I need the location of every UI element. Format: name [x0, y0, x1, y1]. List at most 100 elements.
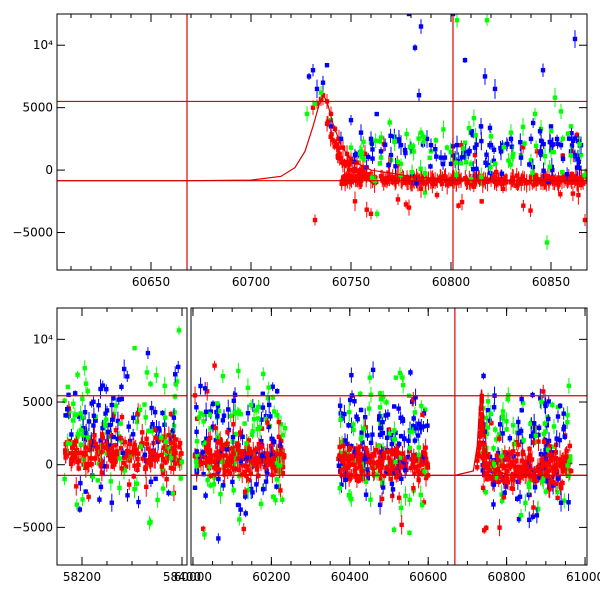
red-data-point: [265, 417, 270, 428]
red-data-point: [279, 445, 285, 463]
blue-data-point: [424, 129, 430, 148]
red-data-point: [72, 438, 77, 447]
blue-data-point: [152, 406, 158, 418]
green-data-point: [410, 426, 416, 436]
green-data-point: [280, 430, 286, 440]
blue-data-point: [346, 422, 351, 429]
blue-data-point: [502, 490, 507, 496]
red-data-point: [415, 463, 420, 479]
blue-data-point: [389, 439, 395, 449]
red-data-point: [368, 208, 374, 220]
red-data-point: [375, 460, 381, 469]
red-data-point: [480, 431, 486, 439]
red-data-point: [371, 453, 377, 473]
blue-data-point: [391, 404, 397, 409]
blue-data-point: [448, 161, 454, 167]
green-data-point: [499, 484, 504, 505]
red-data-point: [503, 173, 509, 192]
red-data-point: [456, 169, 462, 186]
bottom-left-plot-frame: [56, 307, 188, 566]
red-data-point: [100, 429, 105, 440]
green-data-point: [395, 158, 400, 166]
blue-data-point: [337, 397, 343, 415]
blue-data-point: [260, 483, 266, 496]
green-data-point: [411, 142, 416, 161]
red-data-point: [364, 201, 369, 218]
blue-data-point: [232, 387, 238, 403]
red-data-point: [575, 173, 580, 192]
blue-data-point: [516, 423, 521, 443]
red-data-point: [224, 450, 229, 461]
blue-data-point: [572, 134, 578, 143]
red-data-point: [415, 458, 420, 463]
red-data-point: [541, 455, 547, 475]
red-data-point: [345, 155, 351, 176]
red-data-point: [92, 455, 97, 462]
blue-data-point: [418, 19, 424, 34]
green-data-point: [444, 144, 450, 151]
red-data-point: [136, 445, 141, 463]
red-data-point: [501, 494, 507, 501]
blue-data-point: [491, 499, 496, 510]
red-data-point: [393, 444, 399, 454]
red-data-point: [217, 431, 223, 448]
red-data-point: [523, 453, 528, 473]
green-data-point: [368, 386, 374, 403]
blue-data-point: [100, 380, 105, 391]
red-data-point: [341, 437, 346, 454]
blue-data-point: [363, 488, 369, 501]
blue-data-point: [555, 139, 560, 149]
green-data-point: [85, 387, 90, 396]
green-data-point: [483, 488, 488, 496]
green-data-point: [376, 442, 381, 448]
green-data-point: [138, 443, 143, 450]
green-data-point: [407, 138, 413, 155]
red-data-point: [350, 161, 355, 179]
red-data-point: [172, 441, 177, 461]
green-data-point: [494, 435, 499, 444]
bottom-y-tick-label: 0: [45, 458, 53, 472]
blue-data-point: [442, 152, 448, 163]
red-data-point: [560, 479, 565, 487]
red-data-point: [342, 166, 347, 186]
green-data-point: [560, 134, 565, 143]
blue-data-point: [125, 370, 130, 383]
red-data-point: [423, 448, 428, 461]
green-data-point: [551, 149, 556, 155]
blue-data-point: [434, 151, 439, 162]
blue-data-point: [538, 144, 543, 161]
green-data-point: [270, 493, 276, 500]
red-data-point: [178, 449, 184, 458]
blue-data-point: [562, 433, 567, 440]
red-data-point: [411, 451, 416, 468]
bottom-left-reference-lines: [57, 395, 187, 476]
green-data-point: [552, 88, 558, 108]
red-data-point: [502, 445, 508, 460]
blue-data-point: [370, 143, 375, 156]
red-data-point: [411, 482, 416, 494]
bottom-left-x-tick-label: 58200: [63, 570, 101, 584]
red-data-point: [553, 448, 558, 457]
bottom-y-tick-label: 5000: [22, 395, 53, 409]
green-data-point: [565, 131, 571, 137]
blue-data-point: [406, 14, 412, 17]
green-data-point: [565, 459, 570, 472]
green-data-point: [533, 426, 539, 446]
red-data-point: [153, 426, 158, 433]
bottom-left-data-points: [62, 325, 184, 530]
red-data-point: [411, 392, 416, 407]
blue-data-point: [104, 405, 110, 415]
green-data-point: [397, 367, 403, 379]
green-data-point: [416, 132, 421, 145]
blue-data-point: [384, 427, 390, 448]
green-data-point: [275, 410, 280, 421]
red-data-point: [524, 176, 529, 188]
green-data-point: [559, 170, 565, 175]
red-data-point: [204, 382, 210, 401]
top-panel: 60650 60700 60750 60800 60850 −5000 0 5000 10⁴: [12, 13, 588, 289]
red-data-point: [480, 414, 485, 420]
blue-data-point: [250, 486, 255, 499]
blue-data-point: [518, 133, 523, 152]
red-data-point: [511, 466, 517, 487]
